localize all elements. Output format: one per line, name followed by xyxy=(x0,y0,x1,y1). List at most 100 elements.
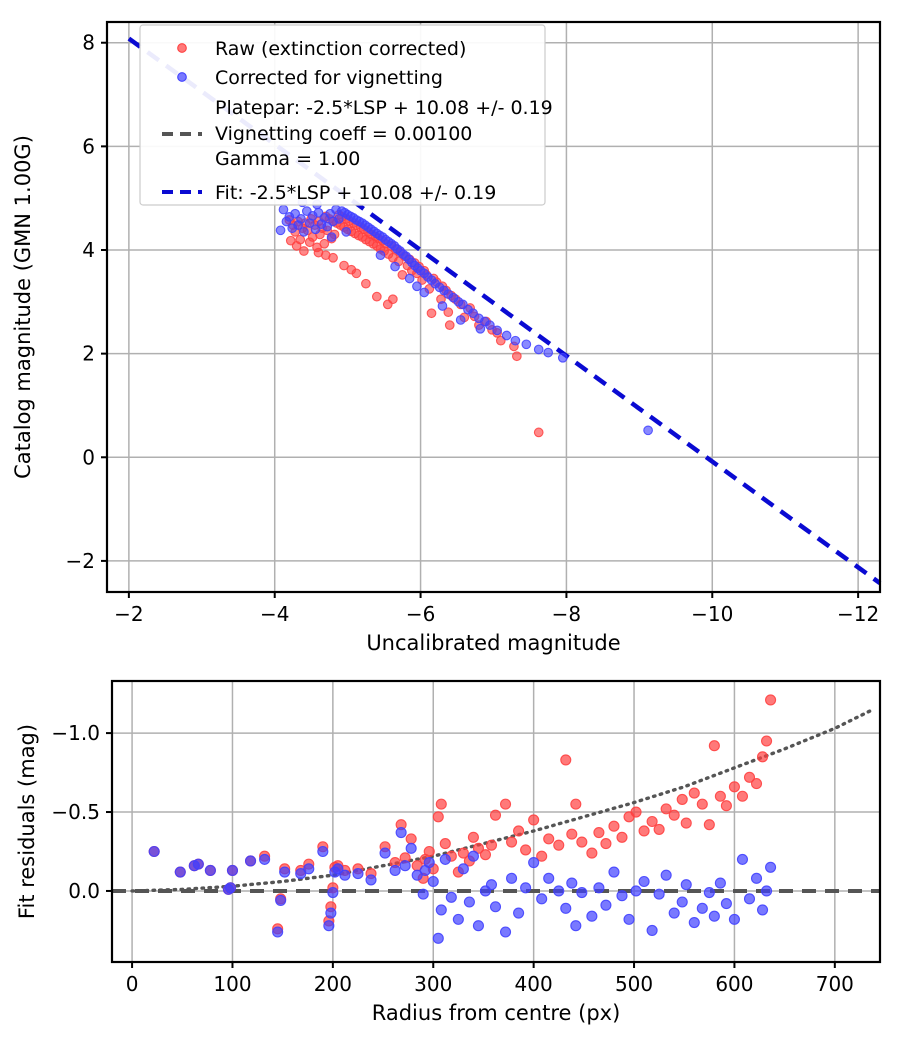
data-point xyxy=(736,790,749,802)
legend-item-label: Raw (extinction corrected) xyxy=(215,38,466,60)
data-point xyxy=(728,913,740,925)
data-point xyxy=(417,888,429,900)
data-point xyxy=(423,845,435,858)
data-point xyxy=(638,825,650,837)
bottom-panel-frame xyxy=(110,679,882,964)
legend-item-label: Fit: -2.5*LSP + 10.08 +/- 0.19 xyxy=(215,182,496,204)
data-point xyxy=(553,885,565,897)
data-point xyxy=(389,864,401,876)
data-point xyxy=(388,294,398,305)
data-point xyxy=(361,278,371,289)
data-point xyxy=(499,926,512,938)
data-point xyxy=(696,902,708,914)
data-point xyxy=(576,886,588,899)
data-point xyxy=(192,858,204,870)
data-point xyxy=(743,893,756,905)
data-point xyxy=(623,913,635,925)
data-point xyxy=(560,754,572,766)
legend[interactable]: Raw (extinction corrected) Corrected for … xyxy=(139,24,553,206)
data-point xyxy=(304,237,315,248)
data-point xyxy=(570,798,582,810)
data-point xyxy=(566,828,578,840)
data-point xyxy=(646,924,658,936)
data-point xyxy=(405,842,417,854)
data-point xyxy=(557,352,568,363)
bottom-ytick-label: −0.5 xyxy=(51,800,100,824)
top-yaxis-label: Catalog magnitude (GMN 1.00G) xyxy=(11,135,35,479)
data-point xyxy=(708,740,720,752)
data-point xyxy=(275,894,287,906)
data-point xyxy=(720,800,732,812)
data-point xyxy=(533,427,544,438)
data-point xyxy=(750,778,763,790)
data-point xyxy=(714,877,726,889)
data-point xyxy=(303,863,315,875)
data-point xyxy=(295,868,307,880)
data-point xyxy=(467,850,479,862)
data-point xyxy=(472,920,484,932)
data-point xyxy=(435,798,447,810)
data-point xyxy=(475,323,486,334)
data-point xyxy=(750,872,763,884)
bottom-xtick-label: 100 xyxy=(213,972,251,996)
data-point xyxy=(521,339,532,350)
data-point xyxy=(616,890,628,902)
data-point xyxy=(352,868,364,880)
bottom-ytick-label: 0.0 xyxy=(68,879,100,903)
data-point xyxy=(600,899,612,911)
data-point xyxy=(341,227,352,237)
data-point xyxy=(543,833,555,845)
legend-marker-dot xyxy=(177,43,187,53)
data-point xyxy=(327,886,339,899)
residual-series-corrected xyxy=(148,827,777,944)
bottom-xtick-label: 400 xyxy=(515,972,553,996)
data-point xyxy=(520,844,532,856)
data-point xyxy=(148,845,160,858)
data-point xyxy=(323,920,335,932)
data-point xyxy=(317,845,329,858)
data-point xyxy=(204,864,216,876)
data-point xyxy=(513,907,525,919)
data-point xyxy=(426,308,437,319)
top-ytick-label: −2 xyxy=(66,549,95,573)
data-point xyxy=(646,815,658,828)
data-point xyxy=(299,246,309,256)
data-point xyxy=(244,855,257,867)
top-xtick-label: −8 xyxy=(552,602,581,626)
top-ytick-label: 2 xyxy=(82,342,95,366)
data-point xyxy=(536,850,548,862)
top-xtick-label: −6 xyxy=(406,602,435,626)
legend-item-label: Platepar: -2.5*LSP + 10.08 +/- 0.19 xyxy=(215,97,553,119)
data-point xyxy=(411,869,423,881)
data-point xyxy=(513,825,525,837)
data-point xyxy=(226,864,239,876)
data-point xyxy=(492,325,502,336)
data-point xyxy=(279,866,291,878)
bottom-xtick-label: 300 xyxy=(414,972,452,996)
top-xtick-label: −12 xyxy=(837,602,879,626)
data-point xyxy=(452,913,464,925)
data-point xyxy=(463,896,475,908)
data-point xyxy=(499,798,512,810)
data-point xyxy=(259,853,271,865)
data-point xyxy=(423,856,435,869)
bottom-xtick-label: 500 xyxy=(615,972,653,996)
data-point xyxy=(287,223,298,234)
data-point xyxy=(608,866,620,878)
data-point xyxy=(761,735,773,747)
data-point xyxy=(660,869,672,881)
data-point xyxy=(566,877,578,889)
data-point xyxy=(299,227,309,237)
data-point xyxy=(375,250,386,261)
data-point xyxy=(528,856,540,869)
legend-item-label: Corrected for vignetting xyxy=(215,67,443,89)
top-ytick-label: 8 xyxy=(82,31,95,55)
data-point xyxy=(680,879,692,891)
data-point xyxy=(379,847,391,859)
data-point xyxy=(736,853,749,865)
data-point xyxy=(761,885,773,897)
data-point xyxy=(412,281,422,292)
data-point xyxy=(608,820,620,832)
data-point xyxy=(224,882,237,894)
bottom-ytick-label: −1.0 xyxy=(51,721,100,745)
